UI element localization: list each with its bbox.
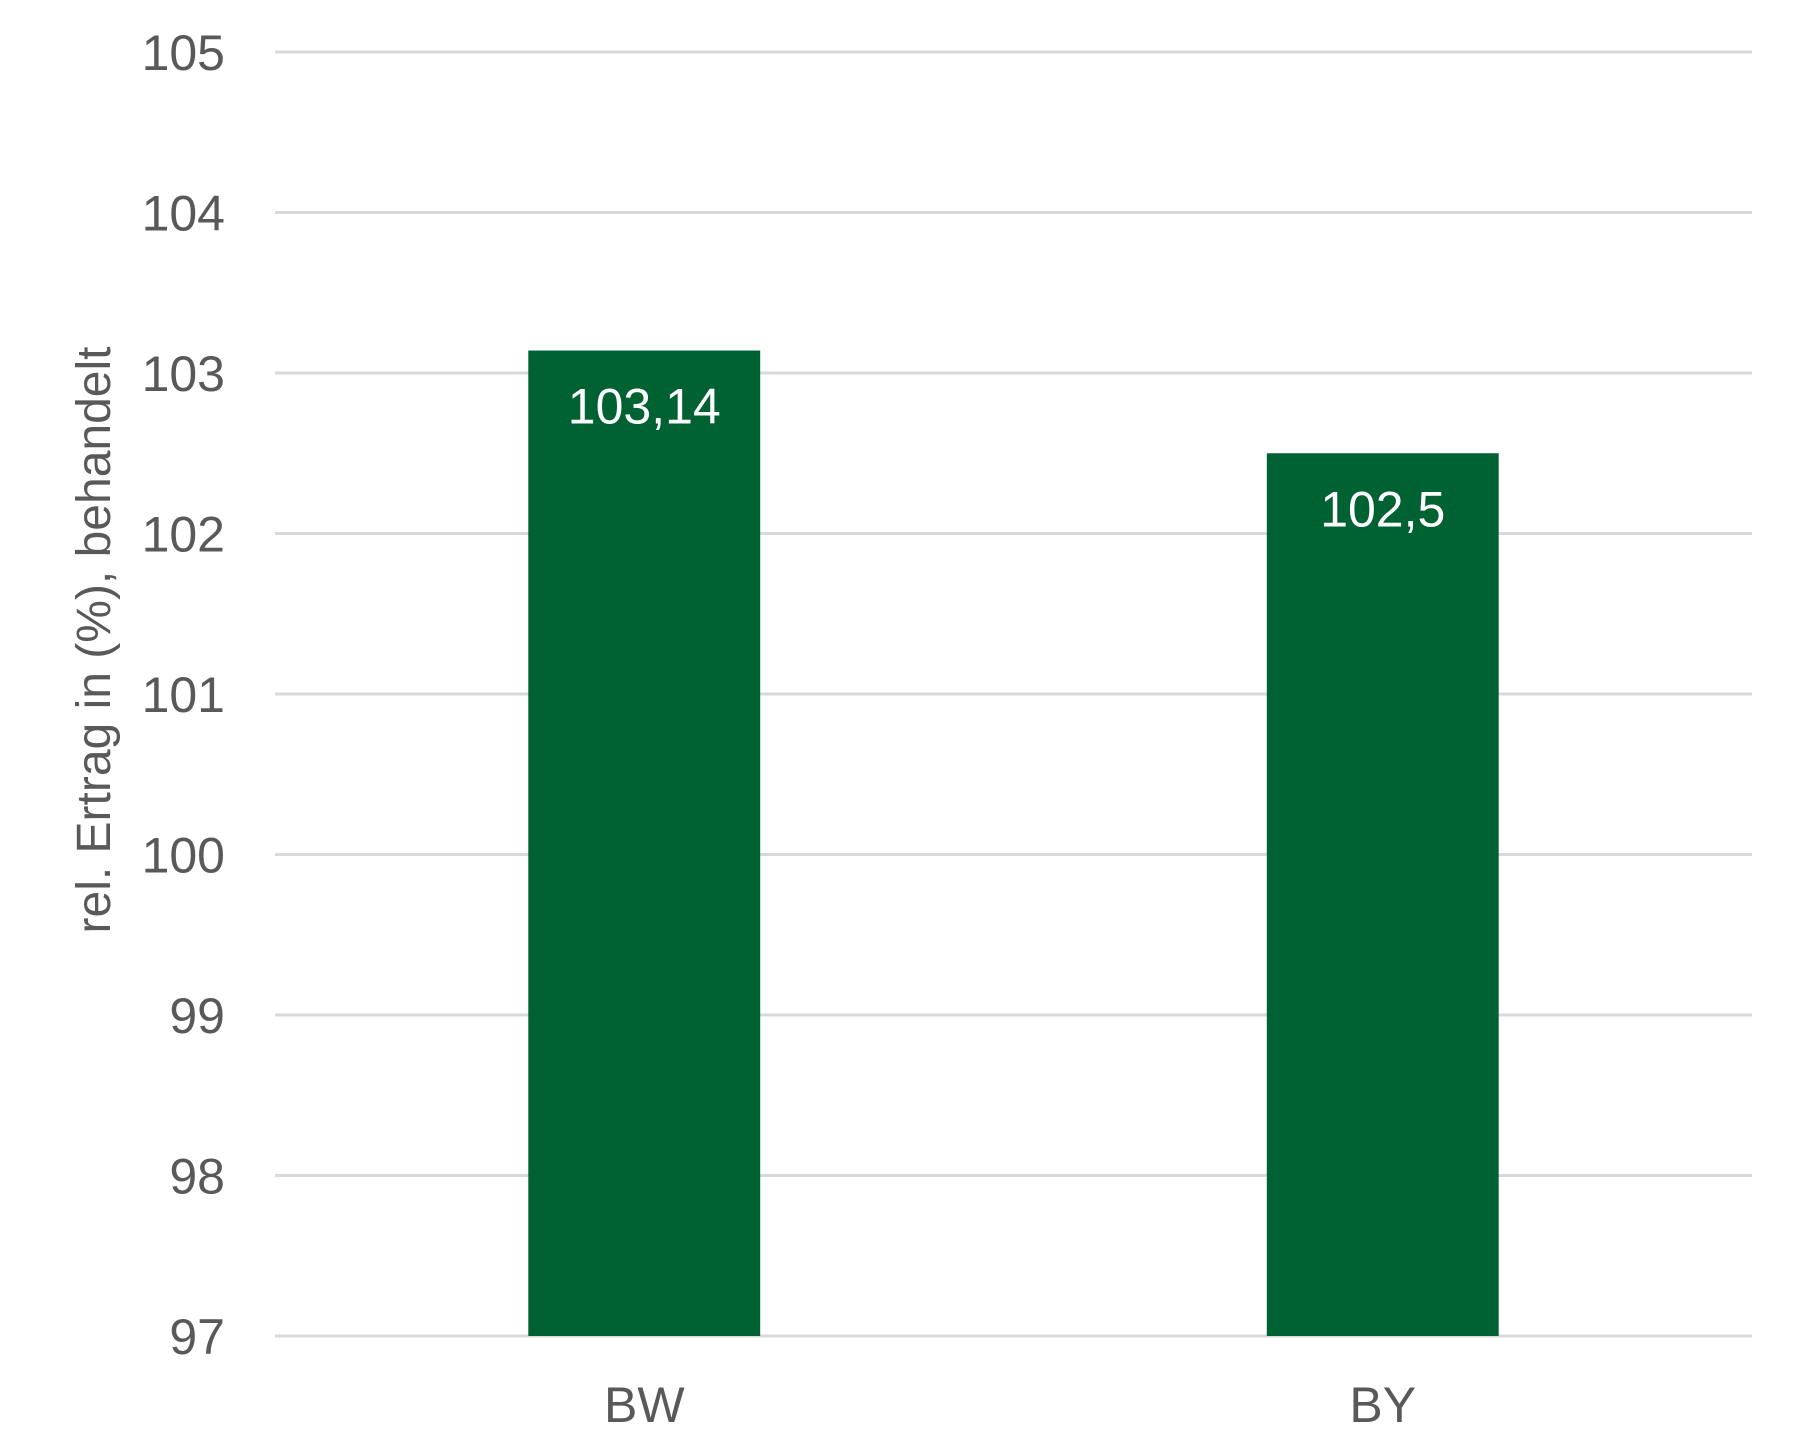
bar-by (1266, 453, 1499, 1336)
x-category-label: BW (604, 1377, 685, 1433)
bar-bw (528, 350, 761, 1336)
y-tick-label: 98 (169, 1149, 225, 1205)
x-axis-category-labels: BW BY (604, 1377, 1416, 1433)
gridlines (275, 50, 1752, 1338)
y-tick-label: 102 (142, 507, 225, 563)
y-tick-label: 101 (142, 667, 225, 723)
y-tick-label: 97 (169, 1309, 225, 1365)
data-label-by: 102,5 (1320, 481, 1445, 537)
y-tick-label: 103 (142, 346, 225, 402)
data-labels: 103,14 102,5 (568, 379, 1446, 538)
bars (528, 350, 1499, 1336)
y-tick-label: 105 (142, 25, 225, 81)
y-axis-tick-labels: 97 98 99 100 101 102 103 104 105 (142, 25, 225, 1365)
y-axis-title: rel. Ertrag in (%), behandelt (68, 347, 121, 934)
data-label-bw: 103,14 (568, 379, 721, 435)
x-category-label: BY (1349, 1377, 1416, 1433)
y-tick-label: 104 (142, 186, 225, 242)
y-tick-label: 100 (142, 828, 225, 884)
y-tick-label: 99 (169, 988, 225, 1044)
